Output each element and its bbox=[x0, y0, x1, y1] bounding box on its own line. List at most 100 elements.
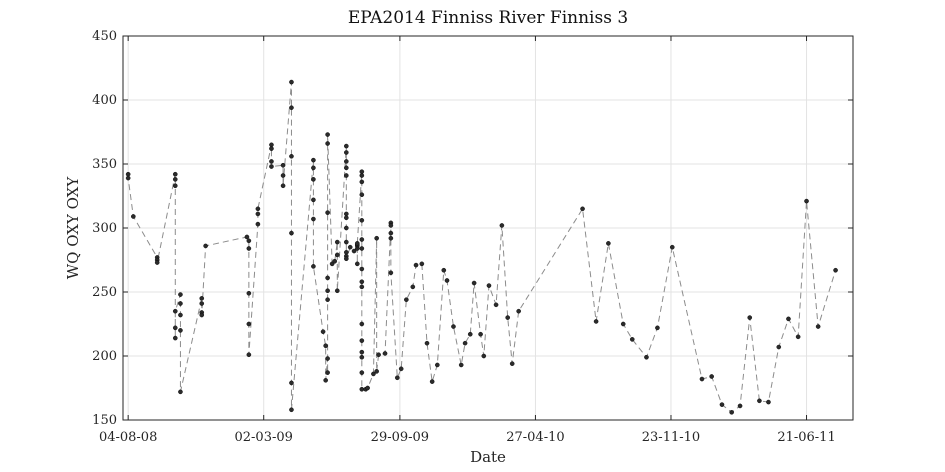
data-point bbox=[203, 243, 208, 249]
data-point bbox=[178, 301, 183, 306]
data-point bbox=[478, 331, 483, 337]
data-point bbox=[451, 324, 456, 329]
data-point bbox=[289, 407, 294, 413]
data-point bbox=[325, 210, 330, 215]
x-tick-label: 29-09-09 bbox=[371, 430, 429, 445]
x-tick-label: 04-08-08 bbox=[99, 430, 157, 445]
data-point bbox=[269, 164, 274, 169]
data-point bbox=[178, 312, 183, 318]
data-points bbox=[125, 79, 838, 415]
data-point bbox=[374, 369, 379, 374]
data-point bbox=[255, 221, 261, 227]
data-point bbox=[359, 284, 365, 290]
data-point bbox=[388, 235, 394, 241]
data-point bbox=[246, 238, 252, 244]
data-point bbox=[334, 239, 340, 245]
data-point bbox=[481, 353, 487, 359]
data-point bbox=[344, 250, 349, 255]
data-point bbox=[493, 302, 499, 308]
data-point bbox=[344, 215, 349, 221]
data-point bbox=[172, 183, 178, 189]
data-point bbox=[359, 321, 365, 327]
x-tick-label: 21-06-11 bbox=[777, 430, 835, 445]
data-point bbox=[311, 197, 316, 203]
data-point bbox=[359, 349, 365, 355]
data-point bbox=[344, 256, 349, 262]
data-point bbox=[289, 154, 294, 159]
data-point bbox=[719, 402, 725, 407]
data-point bbox=[172, 177, 178, 182]
data-point bbox=[359, 173, 365, 178]
data-point bbox=[246, 290, 252, 296]
data-point bbox=[757, 398, 762, 404]
data-point bbox=[419, 261, 425, 267]
data-point bbox=[441, 267, 447, 273]
data-point bbox=[125, 175, 131, 181]
data-point bbox=[311, 264, 316, 269]
data-point bbox=[786, 316, 791, 322]
data-point bbox=[359, 338, 365, 343]
data-point bbox=[413, 262, 419, 268]
data-point bbox=[729, 410, 734, 415]
data-point bbox=[359, 237, 365, 242]
data-point bbox=[354, 241, 360, 246]
data-point bbox=[388, 223, 394, 228]
data-point bbox=[382, 351, 388, 356]
data-point bbox=[289, 380, 294, 386]
data-point bbox=[325, 356, 330, 361]
data-point bbox=[269, 146, 274, 151]
y-tick-label: 400 bbox=[92, 93, 117, 108]
data-point bbox=[737, 403, 743, 409]
data-point bbox=[125, 171, 131, 177]
data-point bbox=[178, 389, 183, 395]
data-point bbox=[320, 329, 326, 334]
data-point bbox=[410, 284, 416, 290]
data-point bbox=[359, 218, 365, 223]
data-point bbox=[289, 230, 294, 236]
data-point bbox=[244, 234, 250, 240]
data-point bbox=[580, 206, 585, 212]
data-point bbox=[359, 179, 365, 185]
data-point bbox=[269, 159, 274, 164]
data-point bbox=[629, 337, 635, 342]
data-point bbox=[344, 239, 349, 245]
data-point bbox=[815, 324, 821, 329]
data-point bbox=[359, 192, 365, 198]
data-point bbox=[344, 159, 349, 164]
data-point bbox=[344, 143, 349, 149]
data-point bbox=[351, 248, 357, 254]
data-point bbox=[325, 288, 330, 294]
data-point bbox=[199, 296, 205, 301]
data-point bbox=[289, 105, 294, 110]
data-point bbox=[131, 214, 136, 219]
data-point bbox=[516, 308, 521, 314]
data-point bbox=[462, 340, 468, 346]
chart-title: EPA2014 Finniss River Finniss 3 bbox=[348, 8, 628, 28]
data-point bbox=[255, 211, 261, 217]
data-point bbox=[325, 297, 330, 302]
data-point bbox=[359, 169, 365, 174]
data-point bbox=[178, 328, 183, 333]
data-point bbox=[395, 375, 400, 381]
x-tick-label: 23-11-10 bbox=[642, 430, 700, 445]
data-point bbox=[323, 343, 328, 349]
data-point bbox=[172, 308, 178, 314]
y-tick-label: 150 bbox=[92, 413, 117, 428]
axis-ticks: 150 200 250 300 350 400 450 04-08-08 02-03-09 29-… bbox=[92, 29, 853, 445]
grid-lines bbox=[123, 35, 853, 421]
data-point bbox=[376, 352, 381, 358]
data-point bbox=[509, 361, 515, 366]
data-point bbox=[374, 235, 379, 241]
data-point bbox=[444, 278, 450, 283]
data-point bbox=[332, 258, 338, 264]
data-point bbox=[344, 150, 349, 155]
series-line-layer bbox=[127, 82, 837, 413]
data-point bbox=[669, 244, 675, 250]
data-point bbox=[371, 371, 376, 377]
data-point bbox=[311, 157, 316, 163]
data-point bbox=[354, 261, 360, 267]
data-point bbox=[593, 319, 599, 324]
data-point bbox=[499, 223, 505, 228]
